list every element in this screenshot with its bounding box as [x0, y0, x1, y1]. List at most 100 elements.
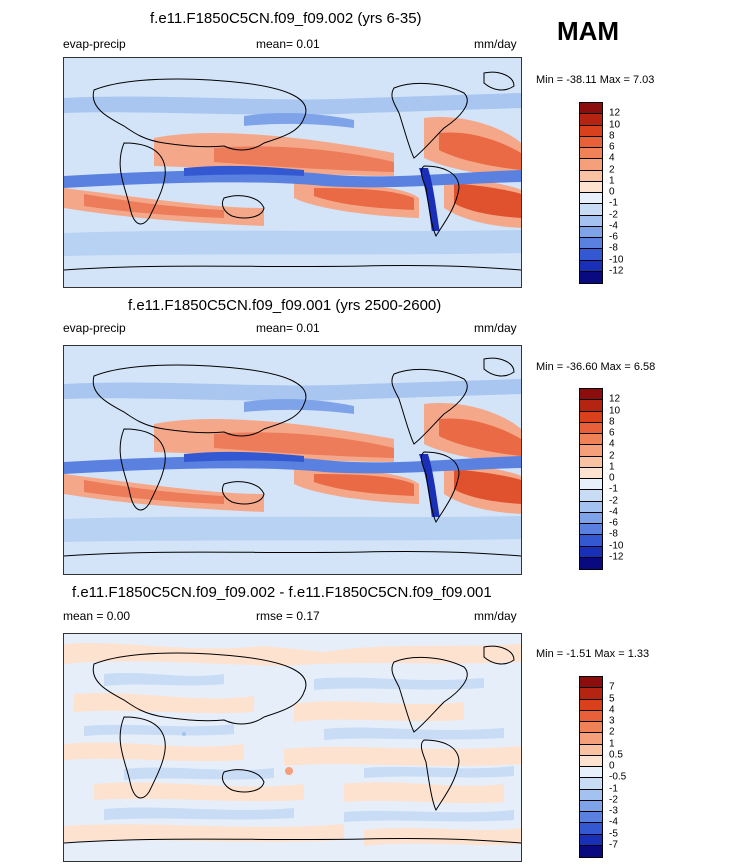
colorbar-tick-label: -8	[609, 242, 618, 254]
panel-2-title: f.e11.F1850C5CN.f09_f09.001 (yrs 2500-26…	[128, 297, 442, 314]
colorbar-tick-label: 0	[609, 760, 615, 772]
colorbar-tick-label: -6	[609, 517, 618, 529]
colorbar-tick-label: 7	[609, 681, 615, 693]
panel-1-colorbar-swatch	[580, 125, 602, 137]
panel-3-map-field	[64, 634, 521, 861]
colorbar-tick-label: 12	[609, 107, 621, 119]
panel-1-colorbar-swatch	[580, 193, 602, 205]
panel-2-colorbar-swatch	[580, 434, 602, 446]
panel-3-colorbar-swatch	[580, 710, 602, 722]
panel-1-variable-label: evap-precip	[63, 37, 126, 51]
colorbar-tick-label: 4	[609, 152, 615, 164]
colorbar-tick-label: -12	[609, 551, 624, 563]
panel-2-mean-label: mean= 0.01	[256, 321, 320, 335]
colorbar-tick-label: 6	[609, 141, 615, 153]
panel-1-colorbar	[579, 102, 603, 284]
panel-3-colorbar-swatch	[580, 800, 602, 812]
colorbar-tick-label: 6	[609, 427, 615, 439]
panel-3-colorbar	[579, 676, 603, 858]
panel-1-colorbar-swatch	[580, 159, 602, 171]
colorbar-tick-label: 8	[609, 130, 615, 142]
panel-2-colorbar-swatch	[580, 479, 602, 491]
panel-2-colorbar-swatch	[580, 535, 602, 547]
colorbar-tick-label: -7	[609, 839, 618, 851]
colorbar-tick-label: -8	[609, 528, 618, 540]
colorbar-tick-label: -5	[609, 828, 618, 839]
panel-3-colorbar-swatch	[580, 778, 602, 790]
panel-3-colorbar-swatch	[580, 767, 602, 779]
panel-1-colorbar-swatch	[580, 271, 602, 283]
panel-2-colorbar-swatch	[580, 422, 602, 434]
panel-2-colorbar	[579, 388, 603, 570]
colorbar-tick-label: 1	[609, 738, 615, 749]
colorbar-tick-label: 0	[609, 186, 615, 198]
colorbar-tick-label: -6	[609, 231, 618, 243]
colorbar-tick-label: -12	[609, 265, 624, 277]
panel-3-colorbar-swatch	[580, 699, 602, 711]
panel-3-mean-label: mean = 0.00	[63, 609, 131, 623]
colorbar-tick-label: -2	[609, 794, 618, 806]
panel-1-colorbar-swatch	[580, 148, 602, 160]
colorbar-tick-label: 4	[609, 438, 615, 450]
colorbar-tick-label: 8	[609, 416, 615, 428]
panel-3-title: f.e11.F1850C5CN.f09_f09.002 - f.e11.F185…	[72, 584, 492, 601]
colorbar-tick-label: 10	[609, 119, 621, 130]
panel-3-colorbar-swatch	[580, 834, 602, 846]
panel-3-colorbar-swatch	[580, 733, 602, 745]
panel-1-colorbar-swatch	[580, 136, 602, 148]
panel-3-colorbar-swatch	[580, 688, 602, 700]
colorbar-tick-label: 4	[609, 704, 615, 716]
panel-1-colorbar-swatch	[580, 181, 602, 193]
panel-2-minmax: Min = -36.60 Max = 6.58	[536, 361, 656, 373]
panel-2-colorbar-swatch	[580, 411, 602, 423]
panel-2-colorbar-swatch	[580, 400, 602, 412]
colorbar-tick-label: 2	[609, 726, 615, 738]
panel-2-units-label: mm/day	[474, 321, 517, 335]
panel-1-colorbar-swatch	[580, 260, 602, 272]
panel-1-minmax: Min = -38.11 Max = 7.03	[536, 74, 655, 86]
colorbar-tick-label: -0.5	[609, 771, 627, 783]
colorbar-tick-label: 12	[609, 393, 621, 405]
season-label: MAM	[557, 16, 620, 46]
colorbar-tick-label: -4	[609, 816, 618, 828]
panel-2-colorbar-swatch	[580, 557, 602, 569]
panel-3-colorbar-swatch	[580, 755, 602, 767]
panel-1-title: f.e11.F1850C5CN.f09_f09.002 (yrs 6-35)	[150, 10, 422, 27]
colorbar-tick-label: -1	[609, 783, 618, 794]
panel-2-colorbar-swatch	[580, 490, 602, 502]
colorbar-tick-label: -4	[609, 220, 618, 232]
panel-2-colorbar-swatch	[580, 546, 602, 558]
colorbar-tick-label: 1	[609, 461, 615, 473]
panel-3-colorbar-swatch	[580, 744, 602, 756]
panel-1-colorbar-swatch	[580, 204, 602, 216]
panel-2-variable-label: evap-precip	[63, 321, 126, 335]
panel-3-units-label: mm/day	[474, 609, 517, 623]
colorbar-tick-label: 2	[609, 164, 615, 175]
colorbar-tick-label: 1	[609, 175, 615, 187]
panel-1-colorbar-swatch	[580, 215, 602, 227]
colorbar-tick-label: -10	[609, 540, 624, 551]
colorbar-tick-label: 3	[609, 715, 615, 727]
panel-3-rmse-label: rmse = 0.17	[256, 609, 320, 623]
panel-1-colorbar-swatch	[580, 103, 602, 115]
colorbar-tick-label: 2	[609, 450, 615, 461]
colorbar-tick-label: -1	[609, 197, 618, 209]
panel-1-mean-label: mean= 0.01	[256, 37, 320, 51]
panel-1-map	[63, 57, 522, 288]
panel-2-map-field	[64, 346, 521, 574]
colorbar-tick-label: -2	[609, 209, 618, 220]
panel-1-units-label: mm/day	[474, 37, 517, 51]
panel-1-colorbar-swatch	[580, 238, 602, 250]
panel-3-colorbar-swatch	[580, 845, 602, 857]
colorbar-tick-label: -3	[609, 805, 618, 817]
panel-1-colorbar-swatch	[580, 249, 602, 261]
panel-3-colorbar-swatch	[580, 812, 602, 824]
colorbar-tick-label: 0.5	[609, 749, 623, 761]
panel-3-colorbar-swatch	[580, 722, 602, 734]
panel-2-colorbar-swatch	[580, 445, 602, 457]
panel-3-map	[63, 633, 522, 862]
colorbar-tick-label: -4	[609, 506, 618, 518]
panel-1-colorbar-swatch	[580, 170, 602, 182]
colorbar-tick-label: 0	[609, 472, 615, 484]
panel-2-map	[63, 345, 522, 575]
